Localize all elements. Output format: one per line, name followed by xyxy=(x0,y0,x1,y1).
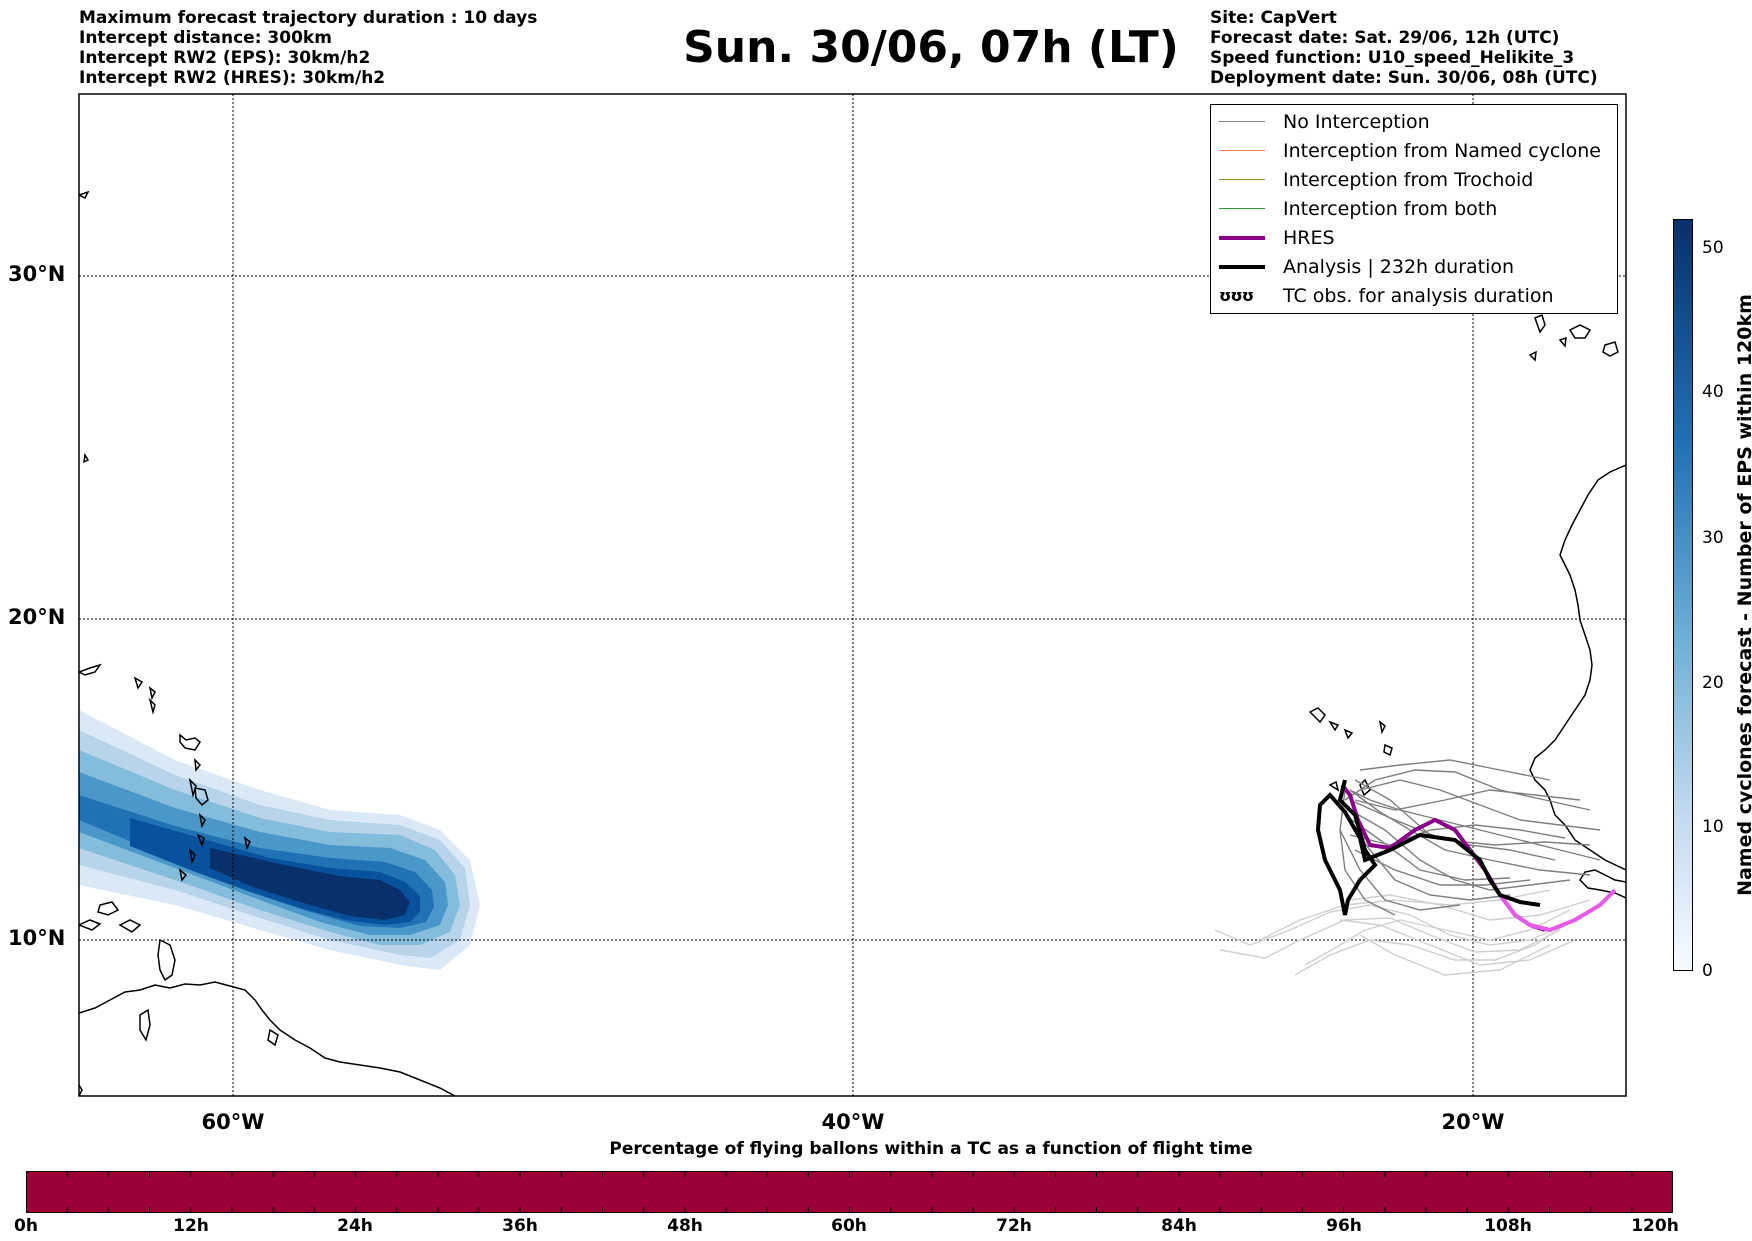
map-legend: No Interception Interception from Named … xyxy=(1210,104,1618,314)
header-right-line: Deployment date: Sun. 30/06, 08h (UTC) xyxy=(1210,68,1598,88)
flight-tick: 0h xyxy=(14,1216,38,1236)
legend-item-named-cyclone: Interception from Named cyclone xyxy=(1219,136,1601,165)
map-content xyxy=(79,94,1626,1096)
header-right-line: Speed function: U10_speed_Helikite_3 xyxy=(1210,48,1575,68)
flight-tick: 24h xyxy=(337,1216,373,1236)
flight-bar-ticks xyxy=(66,1171,1633,1213)
colorbar-tick: 50 xyxy=(1702,238,1724,258)
flight-tick: 72h xyxy=(996,1216,1032,1236)
ensemble-trajectories xyxy=(1214,759,1601,976)
flight-tick: 84h xyxy=(1161,1216,1197,1236)
header-left-info: Maximum forecast trajectory duration : 1… xyxy=(79,8,537,88)
legend-swatch xyxy=(1219,121,1265,122)
header-left-line: Intercept distance: 300km xyxy=(79,28,332,48)
flight-tick: 60h xyxy=(831,1216,867,1236)
header-right-line: Forecast date: Sat. 29/06, 12h (UTC) xyxy=(1210,28,1560,48)
colorbar-tick: 40 xyxy=(1702,382,1724,402)
colorbar-tick: 20 xyxy=(1702,673,1724,693)
legend-label: Interception from Trochoid xyxy=(1283,168,1534,191)
colorbar-gradient xyxy=(1673,219,1693,971)
lon-label-40w: 40°W xyxy=(821,1110,885,1134)
legend-item-no-interception: No Interception xyxy=(1219,107,1430,136)
flight-tick: 120h xyxy=(1631,1216,1679,1236)
legend-item-tc-obs: ʊʊʊ TC obs. for analysis duration xyxy=(1219,281,1554,310)
legend-swatch xyxy=(1219,150,1265,151)
legend-label: Interception from both xyxy=(1283,197,1498,220)
legend-label: HRES xyxy=(1283,226,1335,249)
legend-swatch xyxy=(1219,179,1265,180)
lat-label-30n: 30°N xyxy=(8,262,66,286)
flight-tick: 96h xyxy=(1326,1216,1362,1236)
header-left-line: Maximum forecast trajectory duration : 1… xyxy=(79,8,538,28)
legend-item-both: Interception from both xyxy=(1219,194,1497,223)
colorbar-tick: 0 xyxy=(1702,961,1713,981)
map-frame xyxy=(78,93,1627,1097)
legend-label: Analysis | 232h duration xyxy=(1283,255,1515,278)
colorbar-frame xyxy=(1673,219,1693,971)
flight-tick: 12h xyxy=(173,1216,209,1236)
legend-item-analysis: Analysis | 232h duration xyxy=(1219,252,1514,281)
legend-swatch xyxy=(1219,208,1265,209)
legend-label: TC obs. for analysis duration xyxy=(1283,284,1554,307)
lon-label-20w: 20°W xyxy=(1441,1110,1505,1134)
legend-label: No Interception xyxy=(1283,110,1430,133)
legend-label: Interception from Named cyclone xyxy=(1283,139,1601,162)
cyclone-density-plume xyxy=(79,710,480,970)
header-right-info: Site: CapVert Forecast date: Sat. 29/06,… xyxy=(1210,8,1598,88)
coastlines xyxy=(79,190,1626,1096)
header-left-line: Intercept RW2 (EPS): 30km/h2 xyxy=(79,48,371,68)
analysis-trajectory xyxy=(1315,779,1541,916)
colorbar-tick: 30 xyxy=(1702,528,1724,548)
lat-label-10n: 10°N xyxy=(8,926,66,950)
colorbar-label: Named cyclones forecast - Number of EPS … xyxy=(1734,294,1752,896)
lon-label-60w: 60°W xyxy=(201,1110,265,1134)
flight-tick: 48h xyxy=(667,1216,703,1236)
flight-bar-label: Percentage of flying ballons within a TC… xyxy=(609,1139,1253,1159)
lat-label-20n: 20°N xyxy=(8,605,66,629)
flight-tick: 36h xyxy=(502,1216,538,1236)
legend-swatch xyxy=(1219,264,1265,269)
flight-tick: 108h xyxy=(1484,1216,1532,1236)
header-right-line: Site: CapVert xyxy=(1210,8,1337,28)
legend-item-hres: HRES xyxy=(1219,223,1335,252)
page-title: Sun. 30/06, 07h (LT) xyxy=(683,22,1179,73)
legend-item-trochoid: Interception from Trochoid xyxy=(1219,165,1533,194)
tc-obs-symbol-icon: ʊʊʊ xyxy=(1219,286,1254,305)
legend-swatch xyxy=(1219,235,1265,240)
hres-trajectory-late xyxy=(1498,888,1617,933)
header-left-line: Intercept RW2 (HRES): 30km/h2 xyxy=(79,68,386,88)
colorbar-tick: 10 xyxy=(1702,817,1724,837)
